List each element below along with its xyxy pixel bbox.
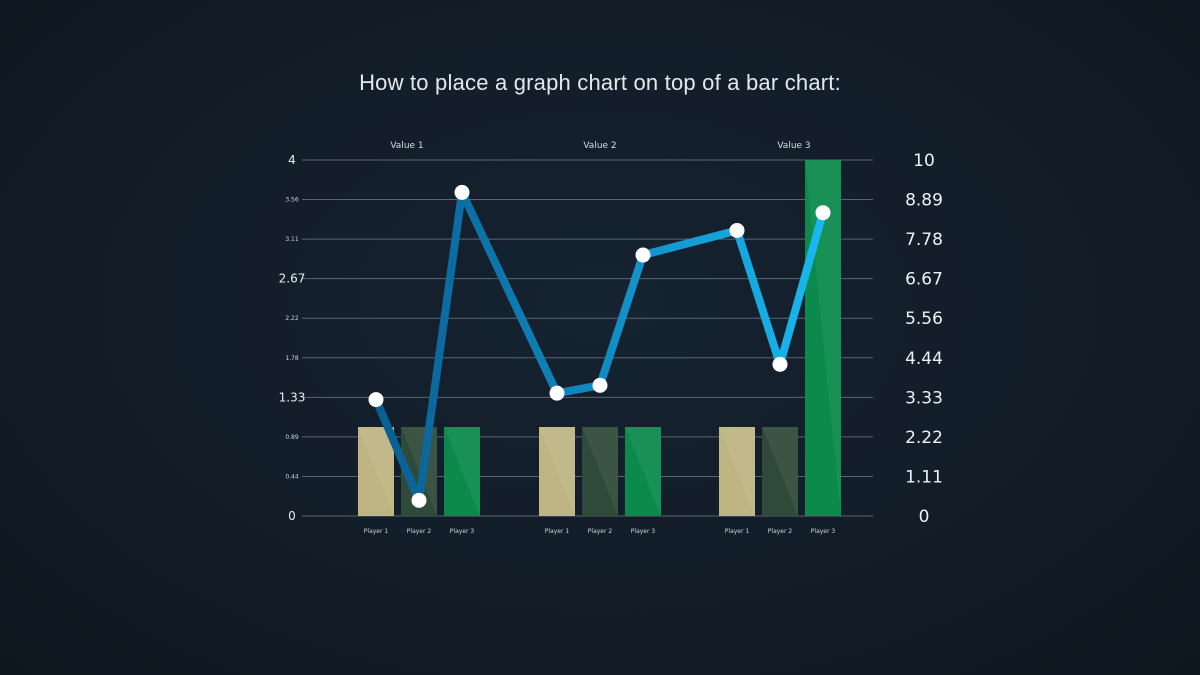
- bars: [358, 160, 841, 516]
- line-point: [592, 377, 608, 393]
- y-right-tick-label: 10: [913, 151, 935, 171]
- line-point: [454, 184, 470, 200]
- bar: [444, 427, 480, 516]
- y-right-tick-label: 1.11: [905, 467, 943, 487]
- y-right-tick-label: 5.56: [905, 309, 943, 329]
- category-label: Player 1: [545, 528, 570, 535]
- bar: [719, 427, 755, 516]
- group-label: Value 3: [777, 141, 810, 151]
- bar-sheen: [582, 427, 618, 516]
- category-label: Player 3: [450, 528, 475, 535]
- line-point: [729, 222, 745, 238]
- bar-sheen: [539, 427, 575, 516]
- y-right-tick-label: 3.33: [905, 388, 943, 408]
- y-left-tick-label: 0: [288, 509, 296, 523]
- line-series: [368, 184, 831, 508]
- y-left-tick-label: 2.67: [279, 272, 306, 286]
- category-label: Player 1: [725, 528, 750, 535]
- category-label: Player 2: [588, 528, 613, 535]
- group-label: Value 1: [390, 141, 423, 151]
- y-left-tick-label: 1.33: [279, 390, 306, 404]
- y-left-tick-label: 0.44: [285, 473, 299, 480]
- category-label: Player 2: [768, 528, 793, 535]
- y-left-tick-label: 3.11: [285, 236, 299, 243]
- bar: [539, 427, 575, 516]
- bar: [582, 427, 618, 516]
- line-point: [549, 385, 565, 401]
- line-point: [772, 356, 788, 372]
- bar-sheen: [625, 427, 661, 516]
- bar-sheen: [358, 427, 394, 516]
- bar-sheen: [444, 427, 480, 516]
- chart-title: How to place a graph chart on top of a b…: [359, 70, 841, 95]
- group-label: Value 2: [583, 141, 616, 151]
- y-right-tick-label: 0: [919, 507, 930, 527]
- category-label: Player 1: [364, 528, 389, 535]
- line-point: [635, 247, 651, 263]
- line-point: [411, 492, 427, 508]
- y-left-tick-label: 2.22: [285, 315, 299, 322]
- y-left-tick-label: 0.89: [285, 434, 299, 441]
- line-point: [815, 205, 831, 221]
- bar: [358, 427, 394, 516]
- bar-sheen: [762, 427, 798, 516]
- bar-sheen: [719, 427, 755, 516]
- bar: [625, 427, 661, 516]
- y-right-tick-label: 6.67: [905, 270, 943, 290]
- y-right-tick-label: 2.22: [905, 428, 943, 448]
- y-right-tick-label: 7.78: [905, 230, 943, 250]
- bar: [762, 427, 798, 516]
- y-left-tick-label: 4: [288, 153, 296, 167]
- line-point: [368, 392, 384, 408]
- y-left-tick-label: 1.78: [285, 355, 299, 362]
- category-label: Player 3: [811, 528, 836, 535]
- category-label: Player 2: [407, 528, 432, 535]
- y-right-tick-label: 4.44: [905, 349, 943, 369]
- category-label: Player 3: [631, 528, 656, 535]
- axis-labels: 4 10 3.56 8.89 3.11 7.78 2.67 6.67 2.22 5.56 1.78 4…: [279, 141, 943, 535]
- y-right-tick-label: 8.89: [905, 191, 943, 211]
- y-left-tick-label: 3.56: [285, 197, 299, 204]
